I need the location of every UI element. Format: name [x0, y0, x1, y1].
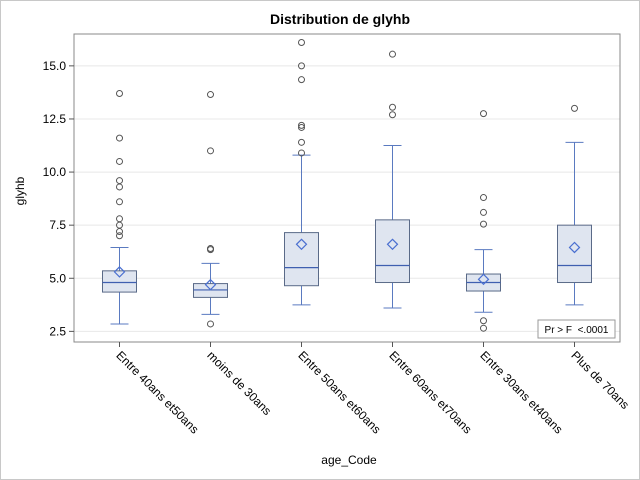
box-4	[375, 50, 410, 309]
p-value-inset: Pr > F <.0001	[537, 319, 616, 339]
outlier-point	[480, 220, 487, 228]
p-value-inset-box	[537, 319, 616, 339]
outlier-point	[116, 232, 123, 240]
mean-marker	[113, 266, 126, 278]
y-tick-label: 2.5	[49, 324, 66, 338]
outlier-point	[116, 134, 123, 142]
outlier-point	[298, 138, 305, 146]
mean-marker	[568, 241, 581, 254]
iqr-box	[284, 232, 319, 287]
mean-marker	[386, 238, 399, 251]
y-tick-label: 7.5	[49, 218, 66, 232]
outlier-point	[298, 76, 305, 84]
outlier-point	[389, 111, 396, 119]
outlier-point	[298, 121, 305, 129]
x-axis-ticks: Entre 40ans et50ans moins de 30ans Entre 5…	[113, 342, 632, 436]
outlier-point	[298, 38, 305, 46]
y-tick-label: 12.5	[43, 112, 67, 126]
iqr-box	[102, 270, 137, 293]
mean-marker	[295, 238, 308, 251]
box-1	[102, 89, 137, 325]
x-axis-label: age_Code	[321, 453, 377, 467]
y-tick-label: 10.0	[43, 165, 67, 179]
p-value-text: Pr > F <.0001	[545, 325, 609, 336]
y-tick-label: 5.0	[49, 271, 66, 285]
outlier-point	[207, 246, 214, 254]
outlier-point	[116, 183, 123, 191]
x-tick-label: Entre 50ans et60ans	[295, 348, 383, 436]
chart-title: Distribution de glyhb	[270, 11, 410, 27]
outlier-point	[480, 208, 487, 216]
iqr-box	[375, 219, 410, 284]
box-2	[193, 91, 228, 328]
outlier-point	[207, 320, 214, 328]
x-tick-label: Entre 40ans et50ans	[113, 348, 201, 436]
boxes-group	[102, 38, 592, 332]
plot-area-border	[73, 33, 621, 343]
box-6	[557, 104, 592, 306]
outlier-point	[116, 157, 123, 165]
box-3	[284, 38, 319, 306]
x-tick-label: Plus de 70ans	[568, 348, 632, 412]
mean-marker	[477, 273, 490, 286]
mean-marker	[204, 278, 217, 291]
y-tick-label: 15.0	[43, 59, 67, 73]
iqr-box	[557, 224, 592, 284]
box-5	[466, 110, 501, 332]
outlier-point	[298, 149, 305, 157]
outlier-point	[207, 91, 214, 99]
outlier-point	[116, 228, 123, 236]
outlier-point	[571, 104, 578, 112]
x-tick-label: Entre 60ans et70ans	[386, 348, 474, 436]
outlier-point	[298, 62, 305, 70]
outlier-point	[480, 110, 487, 118]
outlier-point	[116, 177, 123, 185]
outlier-point	[116, 198, 123, 206]
x-tick-label: Entre 30ans et40ans	[477, 348, 565, 436]
outlier-point	[298, 123, 305, 131]
outlier-point	[480, 194, 487, 202]
x-tick-label: moins de 30ans	[204, 348, 274, 418]
outlier-point	[389, 103, 396, 111]
outlier-point	[389, 50, 396, 58]
outlier-point	[480, 317, 487, 325]
outlier-point	[207, 147, 214, 155]
outlier-point	[116, 89, 123, 97]
y-axis-ticks: 2.5 5.0 7.5 10.0 12.5 15.0	[43, 59, 74, 338]
y-axis-label: glyhb	[13, 176, 27, 205]
outlier-point	[480, 324, 487, 332]
grid-lines	[74, 65, 620, 332]
outlier-point	[116, 215, 123, 223]
